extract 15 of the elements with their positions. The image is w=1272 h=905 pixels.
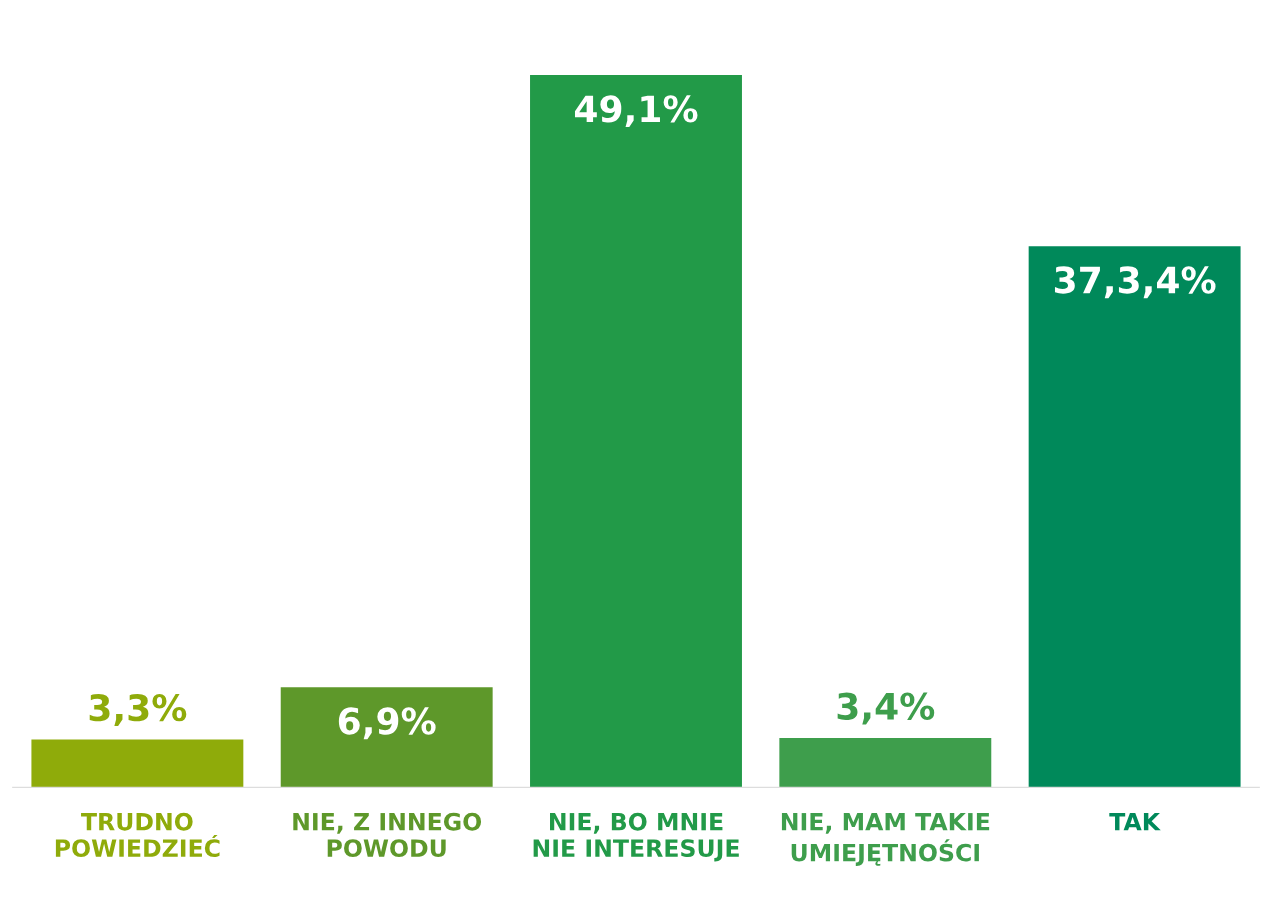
- x-tick-label: NIE, Z INNEGO POWODU: [293, 812, 482, 858]
- data-label: 3,4%: [837, 692, 935, 725]
- bar: [280, 687, 493, 788]
- data-label: 37,3,4%: [1054, 266, 1216, 299]
- x-tick-label: NIE, MAM TAKIE UMIEJĘTNOŚCI: [781, 813, 990, 866]
- data-label: 49,1%: [574, 95, 698, 128]
- bar: [31, 739, 244, 788]
- data-label: 6,9%: [338, 707, 436, 740]
- x-tick-label: NIE, BO MNIE NIE INTERESUJE: [533, 812, 739, 862]
- bar: [779, 738, 992, 788]
- data-label: 3,3%: [89, 694, 187, 726]
- bar: [1028, 246, 1241, 788]
- x-tick-label: TRUDNO POWIEDZIEĆ: [55, 812, 220, 858]
- x-tick-label: TAK: [1109, 813, 1161, 831]
- bar: [530, 75, 742, 788]
